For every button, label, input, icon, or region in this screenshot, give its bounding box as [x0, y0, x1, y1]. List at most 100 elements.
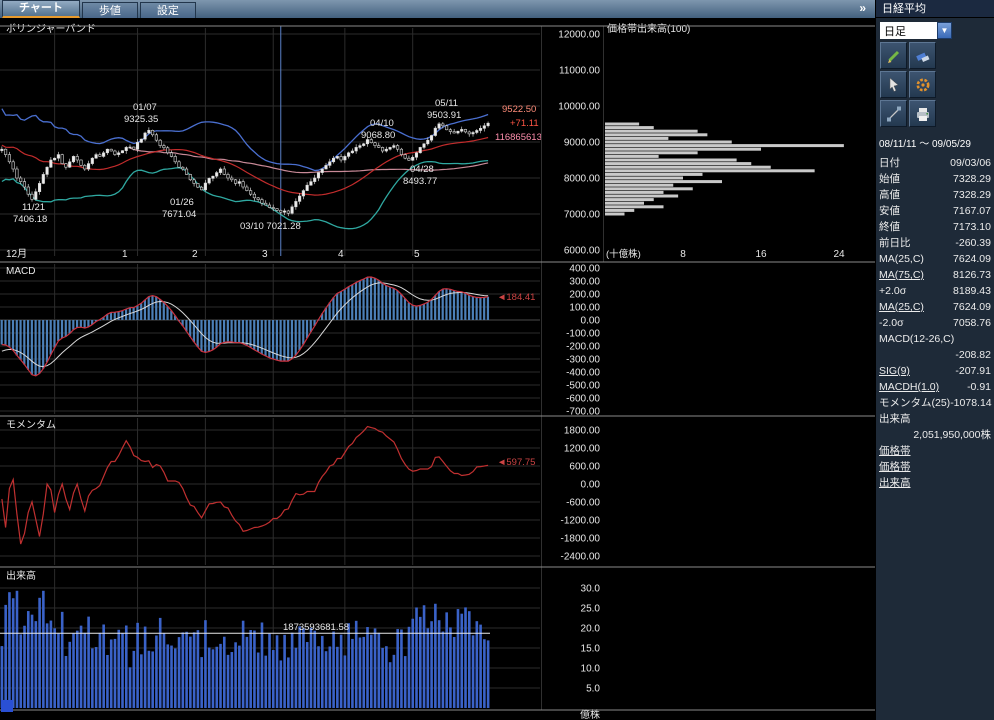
timeframe-select[interactable]: 日足 ▼	[880, 22, 952, 39]
svg-text:0.00: 0.00	[581, 480, 601, 491]
svg-text:-400.00: -400.00	[566, 368, 600, 379]
quote-label: 始値	[879, 173, 900, 185]
svg-text:-1200.00: -1200.00	[561, 516, 601, 527]
quote-label: MA(25,C)	[879, 253, 924, 265]
tab-chart[interactable]: チャート	[2, 0, 80, 18]
svg-text:3: 3	[262, 249, 268, 260]
tab-bar: チャート 歩値 設定 » 日経平均	[0, 0, 994, 18]
quote-row: 始値 7328.29	[876, 171, 994, 187]
svg-text:1200.00: 1200.00	[564, 444, 601, 455]
svg-text:400.00: 400.00	[569, 264, 600, 275]
quote-row: モメンタム(25) -1078.14	[876, 395, 994, 411]
svg-text:7000.00: 7000.00	[564, 210, 601, 221]
trendline-icon	[886, 106, 901, 121]
date-range: 08/11/11 ～ 09/05/29	[879, 139, 971, 150]
quote-link[interactable]: SIG(9)	[879, 365, 910, 377]
eraser-button[interactable]	[909, 42, 936, 69]
svg-text:ボリンジャーバンド: ボリンジャーバンド	[6, 23, 96, 35]
quote-label: 高値	[879, 189, 900, 201]
quote-row: 高値 7328.29	[876, 187, 994, 203]
svg-text:+71.11: +71.11	[510, 118, 539, 129]
quote-value: 8189.43	[953, 285, 991, 297]
quote-value: 7167.07	[953, 205, 991, 217]
pencil-button[interactable]	[880, 42, 907, 69]
chart-canvas[interactable]: 12000.00 11000.00 10000.00 9000.00 8000.00 70…	[0, 18, 875, 720]
quote-label: モメンタム(25)	[879, 397, 951, 409]
scroll-grip[interactable]	[1, 700, 13, 712]
tab-settings[interactable]: 設定	[139, 2, 196, 18]
quote-value: -0.91	[967, 381, 991, 393]
quote-value: 09/03/06	[950, 157, 991, 169]
quote-label: 終値	[879, 221, 900, 233]
quote-row: 2,051,950,000株	[876, 427, 994, 443]
chevron-down-icon[interactable]: ▼	[937, 22, 952, 39]
cursor-button[interactable]	[880, 71, 907, 98]
quote-link[interactable]: 価格帯	[879, 461, 911, 473]
sidebar-panel: 日足 ▼	[875, 18, 994, 720]
quote-label: 出来高	[879, 413, 911, 425]
quote-row: 日付 09/03/06	[876, 155, 994, 171]
svg-text:04/10: 04/10	[370, 118, 394, 129]
svg-text:05/11: 05/11	[435, 98, 458, 109]
svg-text:1873593681.58: 1873593681.58	[283, 622, 349, 633]
quote-row: MA(25,C) 7624.09	[876, 299, 994, 315]
svg-text:11000.00: 11000.00	[559, 66, 600, 77]
svg-text:2: 2	[192, 249, 198, 260]
svg-text:-1800.00: -1800.00	[561, 534, 601, 545]
quote-value: 7058.76	[953, 317, 991, 329]
svg-text:5: 5	[414, 249, 420, 260]
svg-text:価格帯出来高(100): 価格帯出来高(100)	[607, 22, 690, 35]
svg-text:7406.18: 7406.18	[13, 214, 47, 225]
svg-text:◄184.41: ◄184.41	[497, 292, 535, 303]
print-button[interactable]	[909, 100, 936, 127]
quote-value: 7624.09	[953, 301, 991, 313]
svg-text:600.00: 600.00	[569, 462, 600, 473]
svg-text:24: 24	[833, 249, 845, 260]
quote-value: -260.39	[955, 237, 991, 249]
quote-row: 出来高	[876, 411, 994, 427]
quote-row: 価格帯	[876, 443, 994, 459]
svg-text:9068.80: 9068.80	[361, 130, 395, 141]
quote-row: -2.0σ 7058.76	[876, 315, 994, 331]
symbol-title: 日経平均	[875, 0, 994, 18]
quote-label: -2.0σ	[879, 317, 904, 329]
svg-text:MACD: MACD	[6, 266, 35, 277]
svg-text:10.0: 10.0	[581, 664, 601, 675]
svg-text:15.0: 15.0	[581, 644, 601, 655]
svg-text:-600.00: -600.00	[566, 394, 600, 405]
quote-link[interactable]: MA(25,C)	[879, 301, 924, 313]
quote-label: 前日比	[879, 237, 911, 249]
quote-link[interactable]: 価格帯	[879, 445, 911, 457]
svg-text:億株: 億株	[580, 708, 600, 720]
svg-text:9503.91: 9503.91	[427, 110, 461, 121]
svg-text:-600.00: -600.00	[566, 498, 600, 509]
svg-text:11/21: 11/21	[22, 202, 45, 213]
quote-value: 8126.73	[953, 269, 991, 281]
tab-overflow-icon[interactable]: »	[859, 1, 866, 15]
svg-text:12月: 12月	[6, 248, 27, 260]
cursor-icon	[889, 76, 899, 92]
svg-text:20.0: 20.0	[581, 624, 601, 635]
svg-text:6000.00: 6000.00	[564, 246, 601, 257]
timeframe-row: 日足 ▼	[880, 22, 990, 39]
svg-text:9000.00: 9000.00	[564, 138, 601, 149]
eraser-icon	[915, 52, 929, 62]
quote-row: 安値 7167.07	[876, 203, 994, 219]
svg-text:◄597.75: ◄597.75	[497, 457, 535, 468]
svg-text:03/10 7021.28: 03/10 7021.28	[240, 221, 301, 232]
svg-text:30.0: 30.0	[581, 584, 601, 595]
svg-text:300.00: 300.00	[569, 277, 600, 288]
svg-text:-2400.00: -2400.00	[561, 552, 601, 563]
svg-text:1: 1	[122, 249, 128, 260]
quote-row: SIG(9) -207.91	[876, 363, 994, 379]
quote-link[interactable]: MACDH(1.0)	[879, 381, 940, 393]
quote-link[interactable]: MA(75,C)	[879, 269, 924, 281]
tab-tick[interactable]: 歩値	[81, 2, 138, 18]
svg-text:8: 8	[680, 249, 686, 260]
trendline-button[interactable]	[880, 100, 907, 127]
svg-text:モメンタム: モメンタム	[6, 419, 56, 431]
quote-row: +2.0σ 8189.43	[876, 283, 994, 299]
settings-button[interactable]	[909, 71, 936, 98]
quote-link[interactable]: 出来高	[879, 477, 911, 489]
